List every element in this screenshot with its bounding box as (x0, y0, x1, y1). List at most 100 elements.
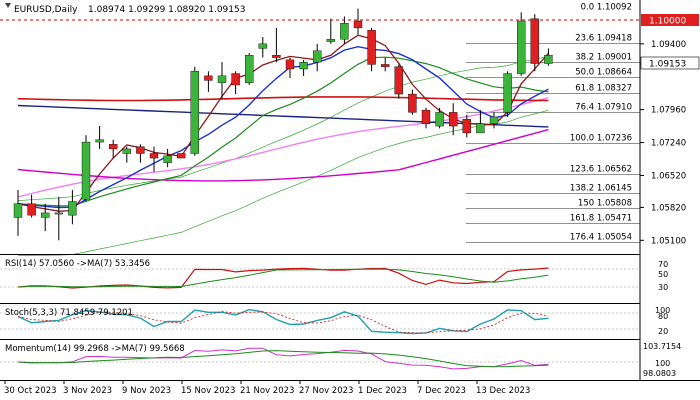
fib-label: 50.0 1.08664 (575, 68, 632, 78)
candle-body (272, 55, 281, 58)
date-label: 1 Dec 2023 (358, 386, 407, 396)
candle-body (108, 144, 118, 150)
candle-body (204, 75, 213, 81)
fib-label: 123.6 1.06562 (570, 165, 632, 175)
fib-label: 161.8 1.05471 (570, 214, 632, 224)
candle-body (340, 23, 349, 40)
candle-body (27, 203, 36, 216)
candle-body (81, 141, 91, 200)
price-tick-label: 1.07240 (651, 139, 686, 149)
candle-body (544, 55, 553, 64)
price-tick-label: 1.06520 (651, 171, 686, 181)
candle-body (136, 146, 145, 154)
ma-navy-line (17, 104, 549, 128)
stoch-title: Stoch(5,3,3) 71.8459 79.1201 (5, 308, 133, 318)
stoch-d-line (17, 311, 549, 334)
ohlc-readout: 1.08974 1.09299 1.08920 1.09153 (88, 5, 245, 15)
candle-body (367, 29, 376, 65)
current-price-badge (640, 56, 700, 70)
candle-body (190, 71, 200, 154)
rsi-ma-line (17, 268, 549, 288)
rsi-panel: RSI(14) 57.0560 ->MA(7) 53.3456 70 50 30 (0, 254, 668, 292)
stoch-axis-80: 80 (658, 312, 668, 321)
ma-fast-line (17, 34, 549, 212)
date-label: 21 Nov 2023 (240, 386, 294, 396)
candle-body (95, 139, 104, 143)
fib-label: 23.6 1.09418 (575, 34, 632, 44)
candle-body (176, 153, 186, 159)
stoch-k-line (17, 308, 549, 335)
fibonacci-levels (466, 43, 640, 243)
high-price-badge (641, 14, 699, 26)
candle-body (41, 212, 50, 218)
date-axis: 30 Oct 2023 3 Nov 2023 9 Nov 2023 15 Nov 20… (0, 380, 700, 396)
candle-body (163, 155, 172, 163)
candle-body (285, 59, 295, 70)
high-price-label: 1.10000 (649, 17, 686, 27)
date-label: 9 Nov 2023 (122, 386, 171, 396)
fib-label: 138.2 1.06145 (570, 184, 632, 194)
candle-body (68, 201, 77, 216)
rsi-line (17, 267, 549, 289)
momentum-line (17, 347, 549, 370)
candle-body (13, 203, 23, 218)
price-tick-label: 1.05100 (651, 236, 686, 246)
candle-body (462, 119, 471, 134)
candle-body (435, 112, 444, 127)
candle-body (149, 153, 159, 159)
price-tick-label: 1.05820 (651, 203, 686, 213)
ma-red-line (17, 96, 549, 102)
fib-label: 0.0 1.10092 (581, 3, 632, 13)
date-label: 15 Nov 2023 (181, 386, 235, 396)
candle-body (394, 66, 403, 95)
candle-body (476, 123, 485, 134)
candle-body (489, 116, 499, 125)
momentum-ma-line (17, 350, 549, 368)
symbol-label: EURUSD,Daily (14, 5, 78, 15)
candle-body (449, 112, 458, 127)
rsi-axis-50: 50 (658, 270, 668, 279)
candle-body (244, 55, 254, 83)
date-label: 13 Dec 2023 (476, 386, 530, 396)
candle-body (353, 20, 363, 29)
price-tick-label: 1.07960 (651, 106, 686, 116)
price-tick-label: 1.09400 (651, 40, 686, 50)
candle-body (54, 212, 63, 215)
fib-label: 176.4 1.05054 (570, 233, 632, 243)
candle-body (313, 50, 322, 63)
date-label: 7 Dec 2023 (417, 386, 466, 396)
momentum-axis-100: 100 (655, 359, 670, 368)
moving-averages (17, 34, 549, 212)
stoch-panel: Stoch(5,3,3) 71.8459 79.1201 100 80 20 (0, 303, 670, 336)
fib-label: 76.4 1.07910 (575, 103, 632, 113)
fib-label: 100.0 1.07236 (570, 134, 632, 144)
ma-green-line (17, 56, 549, 207)
price-panel: EURUSD,Daily 1.08974 1.09299 1.08920 1.0… (0, 2, 640, 256)
candle-body (326, 39, 335, 42)
candle-body (258, 43, 267, 49)
fib-label: 61.8 1.08327 (575, 84, 632, 94)
candle-body (408, 93, 417, 113)
date-label: 30 Oct 2023 (4, 386, 57, 396)
rsi-axis-70: 70 (658, 260, 668, 269)
chart-header: EURUSD,Daily 1.08974 1.09299 1.08920 1.0… (5, 3, 245, 15)
collapse-triangle-icon[interactable] (5, 3, 11, 8)
band-lower (18, 109, 549, 256)
fib-label: 38.2 1.09001 (575, 53, 632, 63)
momentum-panel: Momentum(14) 99.2968 ->MA(7) 99.5668 103… (0, 339, 681, 378)
candlesticks (13, 8, 553, 241)
candle-body (299, 61, 308, 70)
ma-pink-line (17, 97, 549, 198)
momentum-axis-low: 98.0803 (643, 369, 676, 378)
date-label: 3 Nov 2023 (63, 386, 112, 396)
candle-body (503, 73, 512, 113)
band-upper (17, 56, 549, 201)
candle-body (530, 18, 539, 64)
stoch-axis-20: 20 (658, 327, 668, 336)
fib-labels: 0.0 1.10092 23.6 1.09418 38.2 1.09001 50.0 … (570, 3, 632, 243)
price-axis: 1.094001.089601.079601.072401.065201.058… (639, 0, 700, 380)
ma-magenta-line (17, 128, 549, 182)
rsi-title: RSI(14) 57.0560 ->MA(7) 53.3456 (5, 259, 150, 269)
current-price-label: 1.09153 (649, 60, 686, 70)
candle-body (217, 75, 227, 83)
